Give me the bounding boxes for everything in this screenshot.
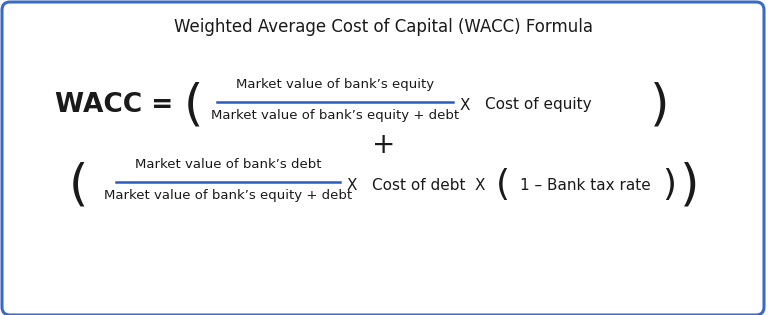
Text: X: X xyxy=(460,98,470,112)
Text: ): ) xyxy=(662,168,676,202)
Text: ): ) xyxy=(650,81,670,129)
Text: X: X xyxy=(475,177,485,192)
Text: (: ( xyxy=(68,161,88,209)
Text: Market value of bank’s equity + debt: Market value of bank’s equity + debt xyxy=(211,109,459,122)
Text: (: ( xyxy=(496,168,510,202)
Text: WACC =: WACC = xyxy=(55,92,174,118)
Text: ): ) xyxy=(680,161,700,209)
Text: 1 – Bank tax rate: 1 – Bank tax rate xyxy=(520,177,650,192)
Text: Cost of equity: Cost of equity xyxy=(485,98,591,112)
Text: Cost of debt: Cost of debt xyxy=(372,177,465,192)
Text: Market value of bank’s debt: Market value of bank’s debt xyxy=(134,158,321,171)
Text: X: X xyxy=(346,177,357,192)
Text: (: ( xyxy=(184,81,203,129)
Text: +: + xyxy=(372,131,396,159)
Text: Market value of bank’s equity + debt: Market value of bank’s equity + debt xyxy=(104,189,352,202)
Text: Market value of bank’s equity: Market value of bank’s equity xyxy=(236,78,434,91)
Text: Weighted Average Cost of Capital (WACC) Formula: Weighted Average Cost of Capital (WACC) … xyxy=(174,18,594,36)
